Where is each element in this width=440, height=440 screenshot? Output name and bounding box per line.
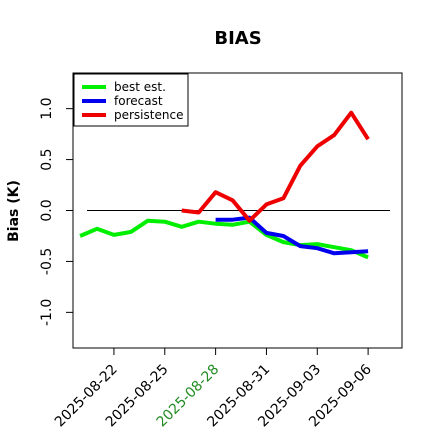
legend-label: persistence [114,108,183,122]
y-axis: -1.0 -0.5 0.0 0.5 1.0 [39,98,73,326]
series-line-best-est [79,218,369,260]
y-tick-label: 0.5 [39,148,55,170]
x-axis: 2025-08-222025-08-252025-08-282025-08-31… [52,348,375,430]
legend-label: forecast [114,94,163,108]
legend-label: best est. [114,80,166,94]
series-line-persistence [181,110,370,223]
series-line-forecast [215,215,369,256]
chart-title: BIAS [214,28,261,49]
y-tick-label: 1.0 [39,98,55,120]
series-layer [79,110,370,260]
y-axis-label: Bias (K) [6,180,22,242]
y-tick-label: -1.0 [39,299,55,326]
y-tick-label: 0.0 [39,199,55,221]
y-tick-label: -0.5 [39,248,55,275]
